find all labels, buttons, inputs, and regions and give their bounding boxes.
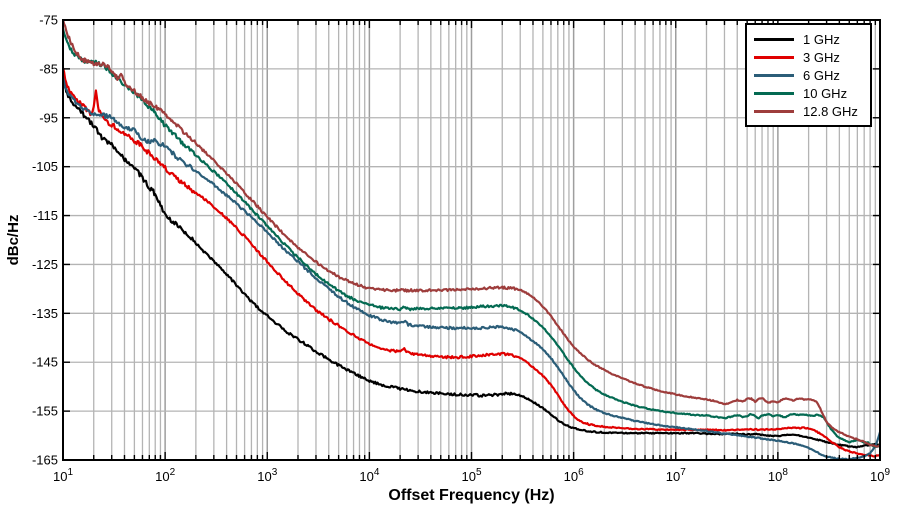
legend-entry-label: 12.8 GHz — [803, 103, 858, 119]
series-curves — [62, 19, 881, 461]
svg-text:-145: -145 — [32, 355, 58, 370]
svg-text:-135: -135 — [32, 306, 58, 321]
svg-text:102: 102 — [155, 467, 175, 484]
legend-entry: 6 GHz — [754, 66, 870, 84]
legend-line-sample — [754, 55, 794, 59]
svg-text:-75: -75 — [39, 13, 58, 28]
axis-ticks — [64, 21, 879, 459]
curve-10-ghz — [62, 27, 881, 448]
legend-entry: 12.8 GHz — [754, 102, 870, 120]
legend-line-sample — [754, 37, 794, 41]
svg-text:-105: -105 — [32, 159, 58, 174]
svg-text:-165: -165 — [32, 453, 58, 468]
svg-text:-155: -155 — [32, 404, 58, 419]
x-axis-title: Offset Frequency (Hz) — [388, 487, 555, 504]
legend-entry-label: 1 GHz — [803, 31, 840, 47]
svg-text:-95: -95 — [39, 110, 58, 125]
y-axis-title: dBc/Hz — [5, 214, 22, 266]
svg-text:101: 101 — [53, 467, 73, 484]
curve-6-ghz — [62, 76, 881, 461]
legend-entry-label: 3 GHz — [803, 49, 840, 65]
curve-12-8-ghz — [62, 19, 881, 448]
curve-1-ghz — [62, 77, 881, 449]
svg-text:-125: -125 — [32, 257, 58, 272]
legend-line-sample — [754, 91, 794, 95]
svg-text:104: 104 — [359, 467, 379, 484]
legend-entry-label: 6 GHz — [803, 67, 840, 83]
svg-text:108: 108 — [768, 467, 788, 484]
x-tick-labels: 101 102 103 104 105 106 107 108 109 — [53, 467, 890, 484]
curve-3-ghz — [62, 66, 881, 458]
plot-frame — [62, 19, 881, 461]
y-tick-labels: -75 -85 -95 -105 -115 -125 -135 -145 -155 -165 — [32, 13, 58, 468]
legend-line-sample — [754, 109, 794, 113]
legend: 1 GHz 3 GHz 6 GHz 10 GHz 12.8 GHz — [745, 23, 872, 127]
legend-entry: 1 GHz — [754, 30, 870, 48]
legend-entry: 10 GHz — [754, 84, 870, 102]
legend-entry: 3 GHz — [754, 48, 870, 66]
svg-text:-115: -115 — [33, 208, 58, 223]
svg-text:107: 107 — [666, 467, 686, 484]
svg-text:106: 106 — [564, 467, 584, 484]
svg-text:109: 109 — [870, 467, 890, 484]
legend-entry-label: 10 GHz — [803, 85, 848, 101]
svg-text:103: 103 — [257, 467, 277, 484]
svg-text:-85: -85 — [39, 61, 58, 76]
svg-text:105: 105 — [461, 467, 481, 484]
legend-line-sample — [754, 73, 794, 77]
